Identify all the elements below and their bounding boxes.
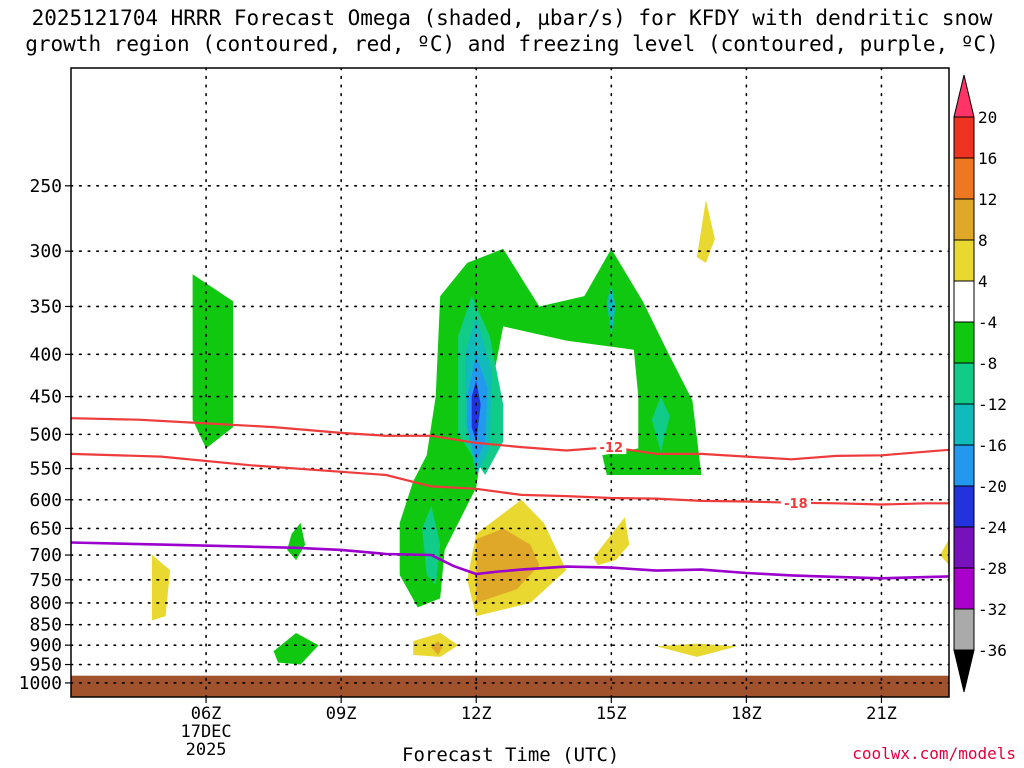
- colorbar-box-2: [953, 198, 975, 241]
- omega-region-3: [422, 505, 441, 585]
- ground-surface: [71, 675, 949, 697]
- plot-area: -18 -12: [71, 68, 949, 697]
- colorbar-box-12: [953, 608, 975, 651]
- omega-region-15: [431, 641, 443, 655]
- y-tick-label-750: 750: [29, 570, 62, 591]
- colorbar-box-3: [953, 239, 975, 282]
- colorbar-bottom-arrow: [953, 649, 975, 693]
- freezing-level-line: [71, 541, 949, 580]
- y-tick-label-550: 550: [29, 459, 62, 480]
- colorbar-label-10: -24: [978, 518, 1007, 537]
- colorbar-label-2: 12: [978, 190, 997, 209]
- omega-region-19: [940, 539, 949, 566]
- colorbar-box-0: [953, 116, 975, 159]
- colorbar-label-13: -36: [978, 641, 1007, 660]
- omega-region-4: [651, 396, 670, 452]
- x-date-label: 17DEC: [180, 722, 231, 742]
- colorbar-box-4: [953, 280, 975, 323]
- colorbar-box-7: [953, 403, 975, 446]
- colorbar-top-arrow: [953, 74, 975, 118]
- omega-region-10: [273, 633, 319, 665]
- colorbar-label-5: -4: [978, 313, 997, 332]
- y-tick-label-400: 400: [29, 344, 62, 365]
- y-tick-label-700: 700: [29, 545, 62, 566]
- colorbar-label-0: 20: [978, 108, 997, 127]
- omega-region-9: [287, 522, 306, 561]
- omega-region-0: [192, 274, 234, 449]
- x-year-label: 2025: [186, 740, 227, 760]
- x-tick-label-21Z: 21Z: [866, 704, 897, 724]
- colorbar-box-1: [953, 157, 975, 200]
- y-tick-label-450: 450: [29, 387, 62, 408]
- omega-region-17: [656, 643, 738, 657]
- dgz-label-bg-1: [596, 440, 627, 455]
- colorbar-box-11: [953, 567, 975, 610]
- dgz-contour-label-0: -18: [784, 497, 808, 512]
- y-tick-label-1000: 1000: [19, 673, 62, 694]
- colorbar-box-6: [953, 362, 975, 405]
- credit-text[interactable]: coolwx.com/models: [852, 744, 1016, 763]
- colorbar-label-6: -8: [978, 354, 997, 373]
- y-tick-label-650: 650: [29, 518, 62, 539]
- y-tick-label-300: 300: [29, 241, 62, 262]
- x-tick-label-06Z: 06Z: [191, 704, 222, 724]
- y-tick-label-950: 950: [29, 655, 62, 676]
- y-tick-label-250: 250: [29, 176, 62, 197]
- plot-frame: [70, 67, 950, 698]
- dgz-contour-line-1: [71, 417, 949, 461]
- x-tick-label-12Z: 12Z: [461, 704, 492, 724]
- colorbar-label-11: -28: [978, 559, 1007, 578]
- dgz-label-bg-0: [780, 495, 811, 510]
- colorbar-label-3: 8: [978, 231, 988, 250]
- y-tick-label-900: 900: [29, 635, 62, 656]
- x-tick-label-15Z: 15Z: [596, 704, 627, 724]
- colorbar-label-1: 16: [978, 149, 997, 168]
- omega-region-18: [696, 199, 715, 263]
- colorbar-label-4: 4: [978, 272, 988, 291]
- colorbar-label-9: -20: [978, 477, 1007, 496]
- x-axis-label: Forecast Time (UTC): [402, 744, 620, 766]
- colorbar-label-8: -16: [978, 436, 1007, 455]
- y-tick-label-350: 350: [29, 296, 62, 317]
- colorbar-label-12: -32: [978, 600, 1007, 619]
- colorbar-box-5: [953, 321, 975, 364]
- colorbar-box-10: [953, 526, 975, 569]
- x-tick-label-09Z: 09Z: [326, 704, 357, 724]
- colorbar-label-7: -12: [978, 395, 1007, 414]
- omega-region-13: [476, 528, 540, 603]
- dgz-contour-line-0: [71, 452, 949, 506]
- y-tick-label-800: 800: [29, 593, 62, 614]
- y-tick-label-600: 600: [29, 490, 62, 511]
- dgz-contour-label-1: -12: [600, 441, 624, 456]
- x-tick-label-18Z: 18Z: [731, 704, 762, 724]
- colorbar-box-8: [953, 444, 975, 487]
- y-tick-label-850: 850: [29, 615, 62, 636]
- colorbar-box-9: [953, 485, 975, 528]
- omega-region-8: [471, 380, 481, 442]
- chart-title-line2: growth region (contoured, red, ºC) and f…: [25, 32, 999, 56]
- omega-region-11: [152, 555, 171, 621]
- chart-title-line1: 2025121704 HRRR Forecast Omega (shaded, …: [31, 6, 993, 30]
- colorbar: 20 16 12 8 4 -4 -8 -12 -16 -20 -24 -28 -32 -36: [953, 74, 1007, 693]
- y-tick-label-500: 500: [29, 424, 62, 445]
